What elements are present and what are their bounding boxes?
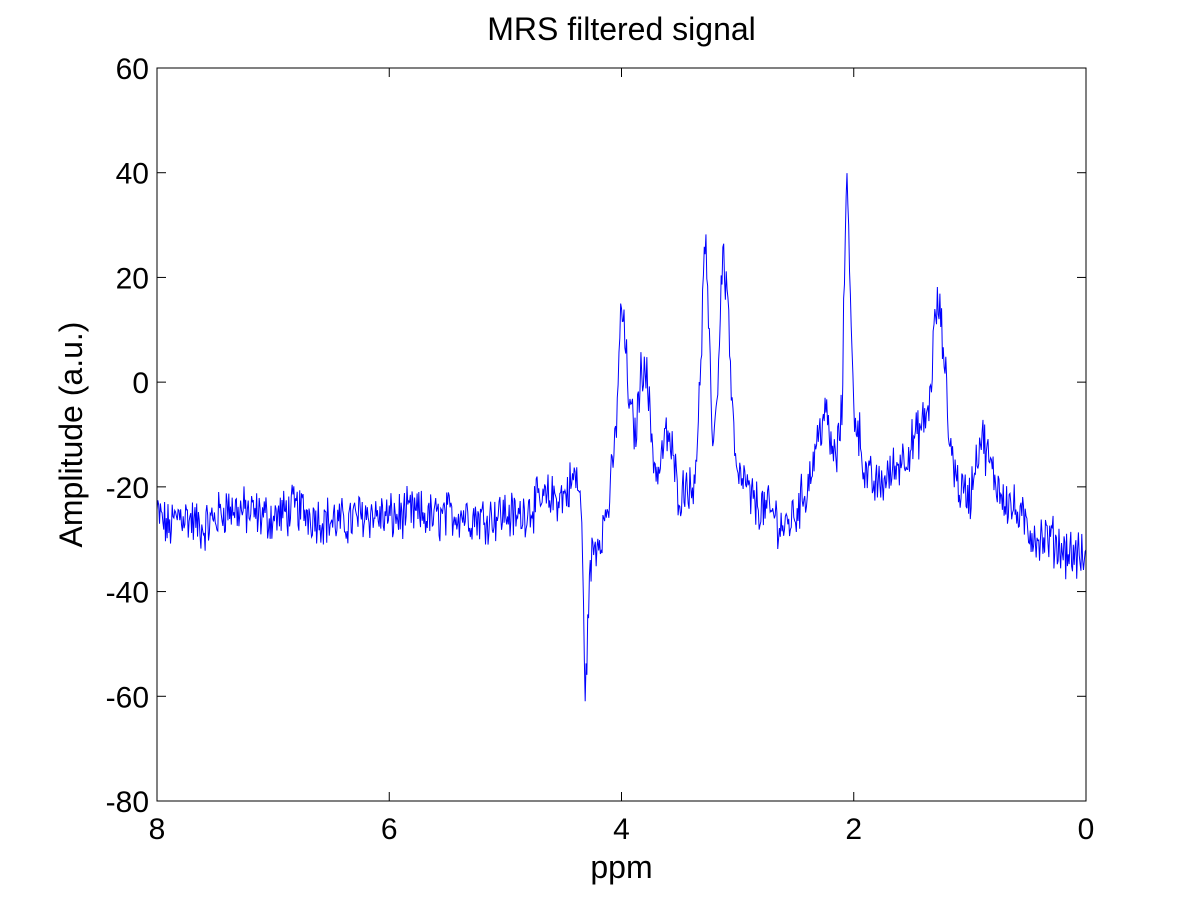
x-axis-ticks: 8 6 4 2 0 bbox=[149, 68, 1095, 846]
y-axis-label: Amplitude (a.u.) bbox=[53, 322, 89, 548]
x-tick-label: 4 bbox=[613, 813, 630, 846]
y-tick-label: 20 bbox=[116, 262, 149, 295]
y-tick-label: -20 bbox=[106, 472, 149, 505]
series-layer bbox=[156, 173, 1087, 702]
x-tick-label: 0 bbox=[1078, 813, 1095, 846]
y-tick-label: -80 bbox=[106, 786, 149, 819]
y-tick-label: -40 bbox=[106, 577, 149, 610]
x-tick-label: 6 bbox=[381, 813, 398, 846]
x-tick-label: 2 bbox=[845, 813, 862, 846]
y-tick-label: 60 bbox=[116, 53, 149, 86]
y-tick-label: 0 bbox=[132, 367, 149, 400]
plot-area bbox=[157, 68, 1086, 801]
x-axis-label: ppm bbox=[590, 849, 652, 885]
spectrum-line bbox=[156, 173, 1087, 702]
y-tick-label: -60 bbox=[106, 681, 149, 714]
chart-title: MRS filtered signal bbox=[487, 11, 756, 47]
y-tick-label: 40 bbox=[116, 158, 149, 191]
x-tick-label: 8 bbox=[149, 813, 166, 846]
y-axis-ticks: 60 40 20 0 -20 -40 -60 -80 bbox=[106, 53, 1086, 819]
